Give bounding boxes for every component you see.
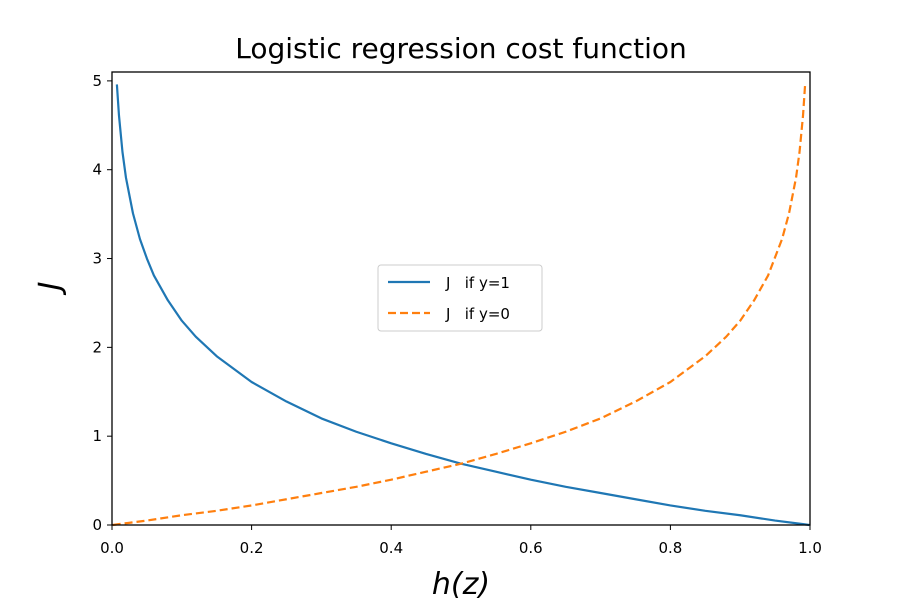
series-line-1 (115, 84, 810, 527)
legend-label-series-1: J if y=1 (445, 274, 510, 292)
legend: J if y=1 J if y=0 (377, 264, 543, 332)
y-tick-label: 3 (92, 250, 102, 268)
series-layer (112, 84, 810, 527)
y-axis-ticks: 0 1 2 3 4 5 (92, 72, 112, 534)
x-tick-label: 0.8 (658, 539, 682, 557)
x-tick-label: 0.0 (100, 539, 124, 557)
y-tick-label: 0 (92, 516, 102, 534)
chart-title: Logistic regression cost function (235, 32, 687, 65)
x-tick-label: 0.2 (240, 539, 264, 557)
y-tick-label: 4 (92, 161, 102, 179)
y-tick-label: 1 (92, 427, 102, 445)
x-tick-label: 0.6 (519, 539, 543, 557)
x-axis-ticks: 0.0 0.2 0.4 0.6 0.8 1.0 (100, 525, 822, 557)
y-tick-label: 2 (92, 338, 102, 356)
plot-area: 0.0 0.2 0.4 0.6 0.8 1.0 0 1 2 3 4 5 (92, 71, 822, 557)
y-tick-label: 5 (92, 72, 102, 90)
axes-frame (111, 71, 811, 526)
x-tick-label: 0.4 (379, 539, 403, 557)
x-tick-label: 1.0 (798, 539, 822, 557)
series-line-2 (112, 84, 807, 527)
legend-label-series-2: J if y=0 (445, 305, 510, 323)
x-axis-label: h(z) (432, 567, 490, 600)
